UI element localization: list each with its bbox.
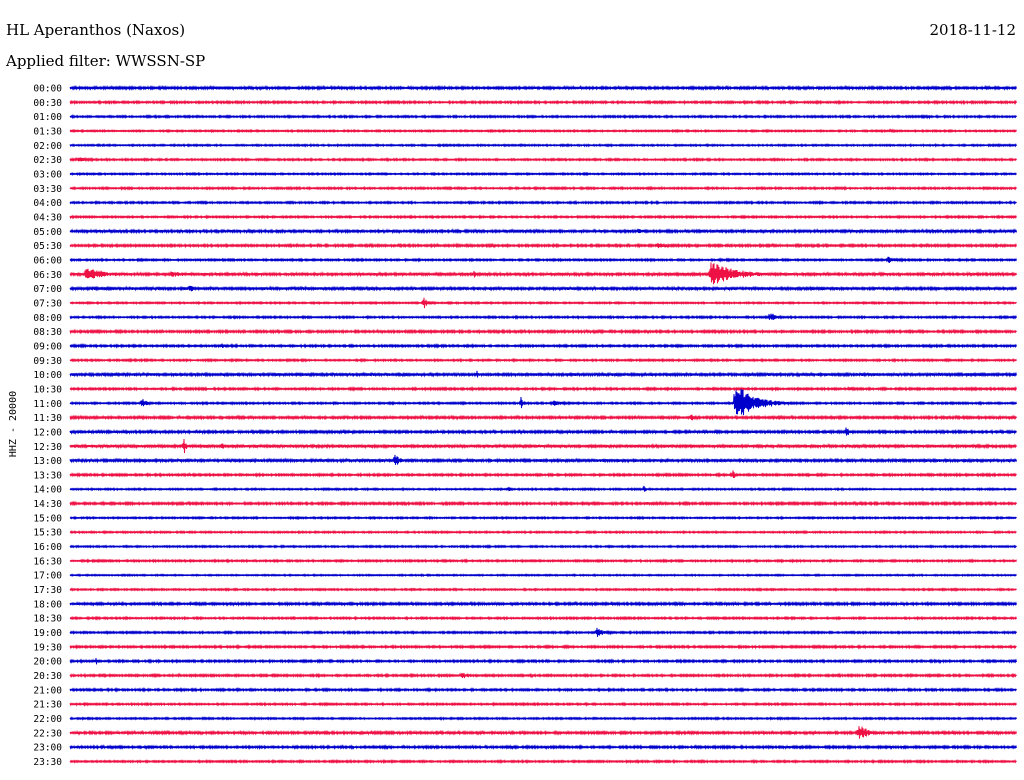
- time-tick-label: 20:30: [33, 671, 62, 682]
- date-label: 2018-11-12: [929, 21, 1016, 39]
- time-tick-label: 05:30: [33, 241, 62, 252]
- time-tick-label: 01:30: [33, 126, 62, 137]
- time-tick-label: 05:00: [33, 227, 62, 238]
- trace-1100: [69, 389, 1017, 416]
- time-tick-label: 10:00: [33, 370, 62, 381]
- time-tick-label: 13:00: [33, 456, 62, 467]
- filter-info: Applied filter: WWSSN-SP: [6, 52, 206, 70]
- time-tick-label: 04:00: [33, 198, 62, 209]
- time-tick-label: 10:30: [33, 384, 62, 395]
- time-tick-label: 12:00: [33, 427, 62, 438]
- trace-0630: [69, 262, 1017, 285]
- time-tick-label: 17:00: [33, 571, 62, 582]
- time-tick-label: 14:30: [33, 499, 62, 510]
- time-tick-label: 02:30: [33, 155, 62, 166]
- time-tick-label: 07:00: [33, 284, 62, 295]
- seismogram-traces: [69, 84, 1017, 765]
- time-tick-label: 11:00: [33, 399, 62, 410]
- time-tick-label: 06:00: [33, 255, 62, 266]
- time-tick-label: 17:30: [33, 585, 62, 596]
- time-tick-label: 02:00: [33, 141, 62, 152]
- time-tick-label: 03:00: [33, 169, 62, 180]
- time-tick-label: 23:00: [33, 743, 62, 754]
- time-tick-label: 22:00: [33, 714, 62, 725]
- time-tick-label: 08:30: [33, 327, 62, 338]
- time-tick-label: 21:00: [33, 685, 62, 696]
- time-tick-label: 16:00: [33, 542, 62, 553]
- station-title: HL Aperanthos (Naxos): [6, 21, 186, 39]
- time-tick-label: 12:30: [33, 442, 62, 453]
- time-tick-label: 18:30: [33, 614, 62, 625]
- time-tick-label: 00:00: [33, 84, 62, 95]
- time-tick-label: 09:00: [33, 341, 62, 352]
- time-tick-label: 15:30: [33, 528, 62, 539]
- time-tick-label: 16:30: [33, 556, 62, 567]
- time-tick-label: 08:00: [33, 313, 62, 324]
- time-tick-label: 19:30: [33, 642, 62, 653]
- time-tick-label: 07:30: [33, 298, 62, 309]
- time-tick-label: 11:30: [33, 413, 62, 424]
- time-tick-label: 09:30: [33, 356, 62, 367]
- time-tick-label: 20:00: [33, 657, 62, 668]
- time-tick-label: 21:30: [33, 700, 62, 711]
- time-tick-label: 15:00: [33, 513, 62, 524]
- time-axis-labels: 00:00 00:30 01:00 01:30 02:00 02:30 03:00 03:30…: [33, 84, 62, 769]
- time-tick-label: 23:30: [33, 757, 62, 768]
- time-tick-label: 13:30: [33, 470, 62, 481]
- trace-1330: [69, 470, 1017, 479]
- time-tick-label: 19:00: [33, 628, 62, 639]
- time-tick-label: 06:30: [33, 270, 62, 281]
- time-tick-label: 00:30: [33, 98, 62, 109]
- time-tick-label: 22:30: [33, 728, 62, 739]
- time-tick-label: 04:30: [33, 212, 62, 223]
- time-tick-label: 18:00: [33, 599, 62, 610]
- trace-1300: [69, 454, 1017, 465]
- time-tick-label: 01:00: [33, 112, 62, 123]
- channel-axis-label: HHZ - 20000: [8, 391, 19, 457]
- time-tick-label: 03:30: [33, 184, 62, 195]
- time-tick-label: 14:00: [33, 485, 62, 496]
